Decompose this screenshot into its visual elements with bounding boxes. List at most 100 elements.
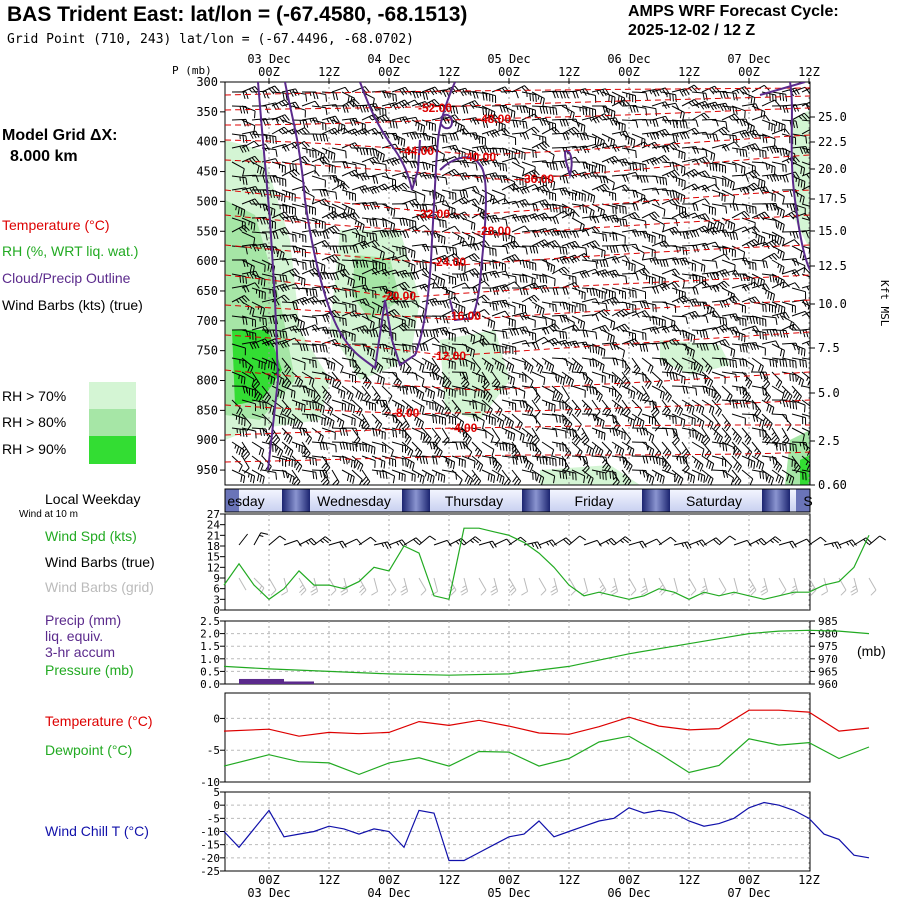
wind-barb (721, 203, 739, 211)
wind-barb (541, 259, 556, 274)
wind-barb (741, 119, 755, 134)
wind-barb (581, 298, 600, 306)
wind-barb (601, 189, 617, 201)
wind-barb (571, 119, 586, 133)
wind-barb (671, 131, 690, 140)
wind-barb (391, 86, 410, 96)
wind-barb (661, 141, 680, 151)
wind-barb (641, 286, 660, 294)
wind-barb (461, 455, 476, 469)
height-tick-label: 5.0 (818, 386, 840, 400)
wind-barb (561, 413, 573, 431)
wind-barb (471, 337, 490, 347)
time-tick-label: 00Z (258, 65, 280, 79)
wind-barb (571, 245, 588, 256)
wind-barb-true (313, 536, 332, 546)
wind-barb (461, 399, 478, 410)
wind-barb (241, 140, 260, 149)
wind-barb (591, 385, 603, 403)
wind-barb (631, 441, 649, 450)
wind-barb (331, 127, 350, 135)
isotherm-label: -32.00 (416, 207, 450, 221)
wind-barb (411, 119, 426, 134)
wind-barb (351, 385, 364, 402)
date-label: 03 Dec (247, 52, 290, 66)
wind-barb (791, 371, 805, 387)
wind-barb-true (778, 540, 797, 549)
wind-barb-true (823, 541, 842, 550)
wind-barb (771, 128, 790, 135)
wind-barb (671, 413, 686, 428)
wind-barb (321, 357, 336, 371)
wind-barb (531, 284, 550, 294)
wind-barb (271, 203, 288, 214)
wind-barb (771, 273, 785, 288)
time-tick-label: 00Z (378, 873, 400, 887)
wind-barb (561, 441, 572, 460)
wind-barb (411, 371, 425, 387)
wind-barb (461, 343, 475, 358)
wind-barb (491, 413, 505, 429)
wind-barb (531, 301, 545, 317)
station-title: BAS Trident East: lat/lon = (-67.4580, -… (7, 3, 468, 26)
wind-barb (801, 385, 810, 392)
wind-barb (601, 329, 615, 344)
wind-barb (521, 469, 537, 481)
wind-barb (501, 147, 516, 160)
wind-barb (771, 311, 790, 321)
wind-barb (421, 119, 436, 132)
wind-barb (591, 301, 608, 311)
wind-barb (701, 413, 714, 430)
model-grid-label: Model Grid ΔX: (2, 127, 118, 144)
wind-barb (551, 427, 567, 439)
wind-barb (791, 161, 806, 176)
wind-barb (601, 342, 620, 351)
wind-barb-true (238, 533, 248, 546)
wind-barb (391, 300, 410, 309)
wind-barb (711, 217, 725, 233)
height-tick-label: 15.0 (818, 224, 847, 238)
wind-barb (561, 230, 579, 238)
wind-barb (551, 210, 570, 219)
temperature-label: Temperature (°C) (45, 713, 153, 729)
wind-barb (441, 329, 456, 342)
wind-barb (471, 203, 485, 218)
wind-barb (701, 385, 716, 398)
wind-barb (281, 203, 296, 216)
isotherm-label: -8.00 (392, 406, 420, 420)
wind-barb (460, 371, 470, 390)
wind-barb (781, 231, 799, 239)
wind-barb-grid (478, 577, 487, 596)
wind-barb (751, 343, 766, 356)
wind-barb (761, 231, 776, 244)
wind-barb (641, 119, 659, 127)
temperature-legend: Temperature (°C) (2, 217, 110, 233)
wind-barb (551, 118, 569, 127)
wind-barb (531, 385, 541, 404)
wind-chill-tick-label: -20 (200, 852, 220, 865)
wind-barb (451, 441, 469, 450)
time-tick-label: 00Z (618, 873, 640, 887)
wind-barb-grid (778, 577, 787, 596)
wind-barb (341, 469, 355, 484)
wind-barb (451, 327, 470, 335)
wind-barb (341, 117, 360, 126)
wind-barb (461, 268, 480, 277)
wind-barb (721, 413, 732, 432)
wind-barb (471, 399, 486, 413)
wind-barb (401, 189, 417, 201)
wind-barb (571, 132, 589, 141)
wind-barb (781, 301, 796, 314)
wind-barb (291, 245, 306, 258)
wind-barb (261, 85, 280, 95)
wind-barb (671, 211, 690, 219)
wind-barb (651, 128, 670, 138)
wind-barb (251, 203, 269, 212)
wind-barb (631, 175, 649, 183)
wind-barb (501, 105, 516, 119)
wind-barb (681, 441, 691, 460)
wind-barb (511, 132, 530, 140)
wind-barb-grid (310, 577, 319, 596)
wind-barb (461, 469, 474, 485)
wind-barb (801, 147, 810, 158)
